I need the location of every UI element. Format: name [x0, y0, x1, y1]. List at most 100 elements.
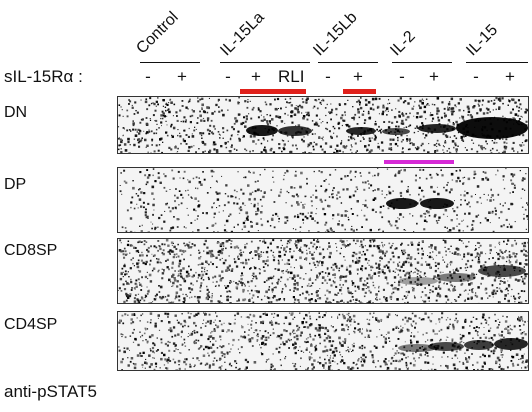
blot-speckle: [328, 130, 331, 133]
blot-speckle: [309, 302, 312, 303]
blot-speckle: [399, 97, 402, 100]
blot-speckle: [324, 107, 327, 109]
blot-speckle: [488, 275, 490, 277]
blot-speckle: [315, 196, 318, 199]
blot-speckle: [260, 119, 263, 122]
blot-speckle: [425, 118, 427, 120]
blot-speckle: [527, 204, 528, 206]
blot-speckle: [184, 345, 187, 347]
blot-speckle: [324, 231, 326, 232]
blot-speckle: [505, 249, 507, 252]
blot-speckle: [162, 141, 164, 143]
blot-speckle: [381, 241, 383, 244]
blot-speckle: [153, 368, 156, 370]
blot-speckle: [197, 229, 200, 232]
blot-speckle: [362, 328, 363, 330]
blot-speckle: [341, 313, 344, 316]
blot-speckle: [209, 336, 212, 338]
blot-speckle: [365, 218, 368, 221]
blot-speckle: [403, 168, 406, 172]
blot-speckle: [308, 358, 311, 361]
blot-speckle: [378, 285, 380, 288]
blot-speckle: [504, 297, 506, 300]
blot-speckle: [495, 360, 498, 363]
blot-speckle: [138, 240, 141, 243]
blot-speckle: [422, 169, 425, 171]
blot-speckle: [512, 191, 514, 193]
blot-speckle: [263, 148, 266, 152]
blot-speckle: [445, 265, 449, 268]
column-header-il15la: IL-15La: [217, 8, 268, 60]
blot-speckle: [344, 259, 346, 261]
blot-speckle: [418, 193, 420, 196]
blot-speckle: [456, 321, 459, 324]
blot-speckle: [277, 280, 280, 283]
blot-speckle: [500, 367, 503, 370]
blot-speckle: [311, 133, 314, 135]
blot-speckle: [127, 314, 129, 316]
blot-speckle: [245, 118, 248, 121]
blot-speckle: [296, 108, 299, 110]
blot-speckle: [153, 357, 155, 359]
blot-speckle: [352, 361, 355, 364]
blot-speckle: [397, 171, 401, 175]
blot-speckle: [486, 178, 490, 181]
blot-speckle: [163, 186, 166, 189]
blot-speckle: [314, 348, 318, 351]
blot-speckle: [178, 364, 180, 366]
blot-speckle: [245, 259, 247, 262]
blot-speckle: [202, 212, 204, 214]
blot-speckle: [235, 282, 237, 284]
blot-speckle: [424, 312, 427, 315]
blot-speckle: [123, 128, 125, 130]
blot-speckle: [151, 138, 154, 141]
blot-speckle: [256, 340, 258, 342]
blot-speckle: [193, 332, 196, 334]
blot-speckle: [152, 357, 154, 359]
blot-speckle: [419, 177, 421, 179]
blot-speckle: [193, 244, 196, 247]
blot-speckle: [310, 284, 313, 287]
blot-speckle: [168, 102, 170, 104]
blot-speckle: [280, 276, 283, 279]
blot-speckle: [479, 244, 482, 247]
blot-speckle: [155, 297, 157, 299]
blot-speckle: [414, 360, 416, 362]
blot-speckle: [449, 290, 451, 292]
blot-speckle: [491, 147, 494, 150]
blot-speckle: [523, 253, 526, 256]
blot-speckle: [302, 101, 305, 104]
blot-speckle: [163, 220, 166, 223]
blot-speckle: [195, 151, 197, 153]
blot-speckle: [395, 344, 398, 347]
blot-speckle: [439, 271, 442, 274]
blot-speckle: [170, 125, 172, 128]
blot-speckle: [434, 287, 438, 290]
blot-speckle: [286, 269, 288, 271]
blot-speckle: [489, 327, 492, 329]
blot-speckle: [168, 321, 171, 324]
blot-speckle: [214, 285, 217, 287]
blot-speckle: [424, 212, 427, 215]
blot-speckle: [384, 252, 387, 255]
blot-speckle: [362, 182, 364, 184]
blot-speckle: [154, 109, 157, 112]
blot-speckle: [151, 140, 153, 142]
blot-speckle: [492, 109, 494, 111]
blot-speckle: [467, 297, 470, 300]
blot-speckle: [481, 368, 484, 370]
blot-speckle: [223, 229, 227, 232]
blot-speckle: [217, 241, 219, 243]
blot-speckle: [519, 348, 522, 351]
blot-speckle: [141, 355, 143, 357]
blot-speckle: [444, 281, 446, 283]
blot-speckle: [247, 258, 250, 261]
blot-speckle: [183, 299, 186, 302]
blot-speckle: [499, 365, 501, 367]
blot-speckle: [210, 332, 212, 334]
blot-speckle: [138, 188, 140, 191]
blot-speckle: [438, 330, 441, 332]
blot-speckle: [260, 352, 262, 354]
blot-speckle: [384, 298, 387, 301]
blot-speckle: [264, 339, 266, 341]
